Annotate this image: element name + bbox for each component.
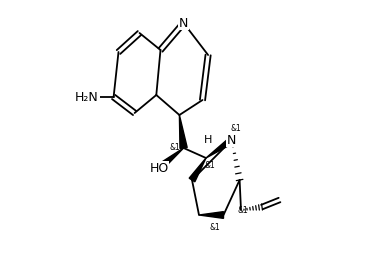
Polygon shape [189, 158, 206, 182]
Text: H₂N: H₂N [75, 90, 99, 104]
Text: N: N [227, 133, 236, 147]
Text: N: N [179, 17, 188, 30]
Text: &1: &1 [210, 224, 221, 233]
Text: &1: &1 [231, 124, 242, 133]
Polygon shape [199, 212, 223, 218]
Polygon shape [179, 115, 187, 148]
Text: H: H [204, 135, 212, 145]
Text: &1: &1 [204, 161, 215, 169]
Text: &1: &1 [238, 205, 249, 214]
Text: &1: &1 [169, 143, 180, 153]
Polygon shape [206, 137, 234, 158]
Text: HO: HO [149, 162, 169, 175]
Polygon shape [157, 148, 184, 171]
